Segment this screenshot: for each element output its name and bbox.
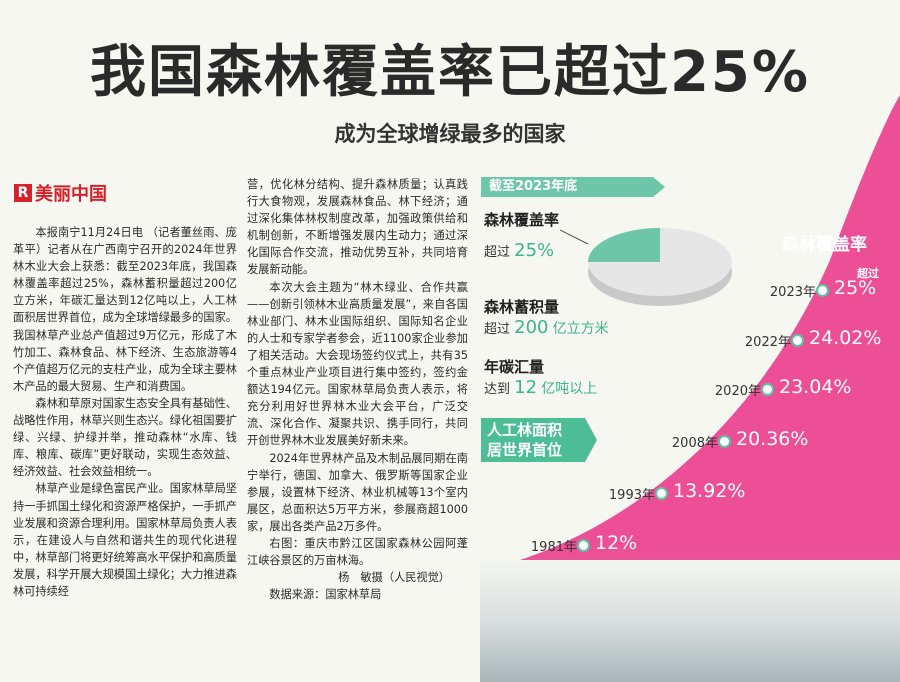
article-paragraph: 林草产业是绿色富民产业。国家林草局坚持一手抓国土绿化和资源严格保护，一手抓产业发… [13, 482, 237, 598]
photo-byline: 杨 敏摄（人民视觉） [338, 571, 450, 585]
timeline-year: 2022年 [744, 335, 791, 350]
article-paragraph: 森林和草原对国家生态安全具有基础性、战略性作用，林草兴则生态兴。绿化祖国要扩绿、… [13, 396, 237, 479]
timeline-year: 1993年 [608, 488, 655, 503]
stat-unit: 亿吨以上 [541, 381, 598, 397]
pie-leader-line [560, 229, 589, 245]
stat-value-carbon: 达到 12 亿吨以上 [484, 377, 597, 398]
date-banner: 截至2023年底 [481, 177, 665, 197]
timeline-point [718, 435, 731, 448]
coverage-pie [588, 228, 732, 306]
timeline-point [577, 539, 590, 552]
article-paragraph: 2024年世界林产品及木制品展同期在南宁举行，德国、加拿大、俄罗斯等国家企业参展… [247, 451, 468, 533]
stat-value-coverage: 超过 25% [484, 240, 554, 261]
timeline-point [816, 284, 829, 297]
timeline-year: 2020年 [714, 384, 761, 399]
chart-annotation: 超过 [857, 267, 879, 280]
article-column-1: 本报南宁11月24日电 （记者董丝雨、庞革平）记者从在广西南宁召开的2024年世… [13, 224, 237, 600]
timeline-year: 2023年 [769, 285, 816, 300]
stat-label-carbon: 年碳汇量 [484, 358, 545, 376]
plantation-banner-line1: 人工林面积 [487, 421, 563, 439]
stat-number: 12 [514, 377, 538, 398]
stat-prefix: 超过 [484, 322, 511, 337]
timeline-value: 24.02% [809, 327, 882, 349]
stat-number: 200 [514, 317, 549, 338]
timeline-value: 12% [595, 532, 638, 554]
timeline-value: 25% [834, 277, 877, 299]
stat-label-coverage: 森林覆盖率 [484, 211, 560, 229]
timeline-value: 20.36% [736, 428, 809, 450]
stat-prefix: 超过 [484, 245, 511, 260]
timeline-point [761, 383, 774, 396]
timeline-point [655, 487, 668, 500]
headline: 我国森林覆盖率已超过25% [89, 40, 811, 105]
forest-photo-mist [480, 555, 900, 682]
stat-label-stock: 森林蓄积量 [484, 298, 560, 316]
article-paragraph: 本报南宁11月24日电 （记者董丝雨、庞革平）记者从在广西南宁召开的2024年世… [13, 226, 237, 393]
data-source: 数据来源：国家林草局 [269, 588, 382, 602]
stat-number: 25% [514, 240, 555, 261]
timeline-point [791, 334, 804, 347]
article-paragraph: 营，优化林分结构、提升森林质量；认真践行大食物观，发展森林食品、林下经济；通过深… [247, 178, 468, 277]
brand-logo-icon: R [14, 184, 32, 202]
pie-slice-coverage [588, 228, 660, 262]
column-brand: R 美丽中国 [14, 180, 107, 206]
stat-unit: 亿立方米 [552, 321, 609, 337]
subheadline: 成为全球增绿最多的国家 [334, 121, 566, 146]
column-name: 美丽中国 [35, 184, 107, 205]
article-paragraph: 本次大会主题为“林木绿业、合作共赢——创新引领林木业高质量发展”，来自各国林业部… [247, 280, 468, 448]
timeline-value: 23.04% [779, 376, 852, 398]
timeline-value: 13.92% [673, 480, 746, 502]
stat-value-stock: 超过 200 亿立方米 [484, 317, 609, 338]
timeline-year: 1981年 [530, 540, 577, 555]
plantation-banner: 人工林面积 居世界首位 [481, 418, 597, 462]
stat-prefix: 达到 [484, 382, 511, 397]
article-column-2: 营，优化林分结构、提升森林质量；认真践行大食物观，发展森林食品、林下经济；通过深… [247, 176, 468, 603]
plantation-banner-line2: 居世界首位 [487, 441, 563, 459]
timeline-year: 2008年 [671, 436, 718, 451]
photo-caption: 右图：重庆市黔江区国家森林公园阿蓬江峡谷景区的万亩林海。 [247, 536, 468, 568]
chart-title: 森林覆盖率 [782, 235, 867, 255]
